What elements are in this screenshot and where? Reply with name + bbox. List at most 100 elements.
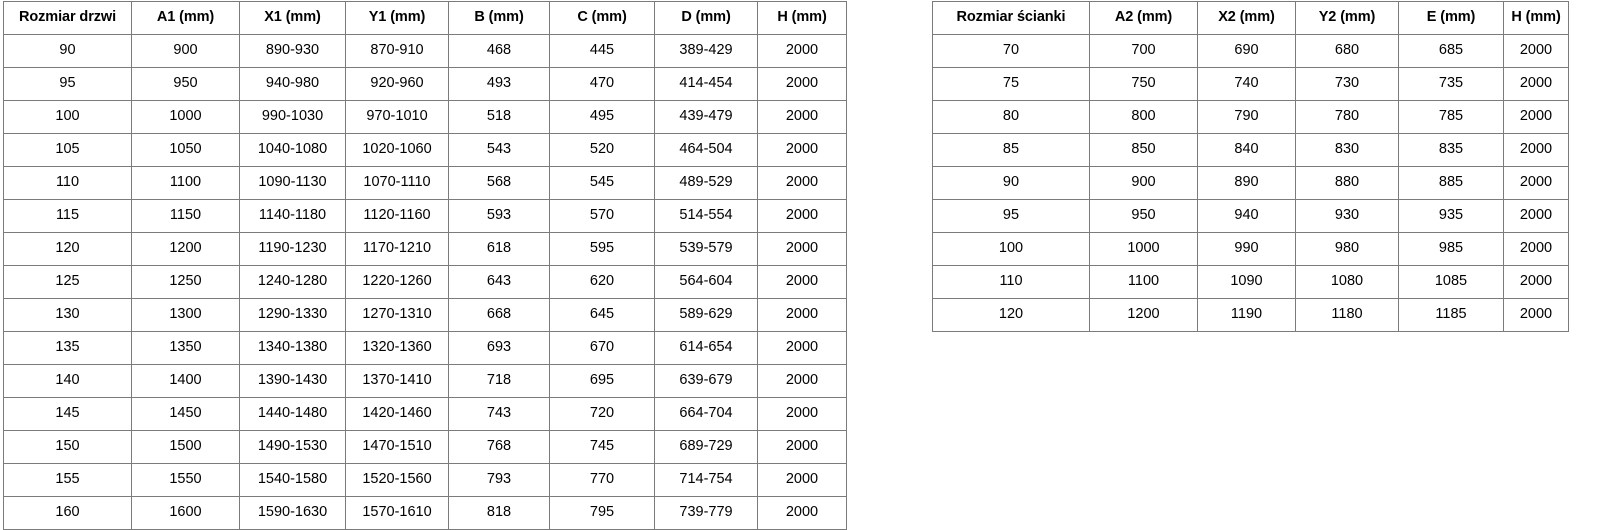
table-cell: 1600: [131, 496, 240, 530]
table-row: 95 950 940 930 935 2000: [932, 199, 1569, 233]
door-size-cell: 110: [3, 166, 132, 200]
table-cell: 870-910: [345, 34, 449, 68]
table-cell: 489-529: [654, 166, 758, 200]
door-size-cell: 115: [3, 199, 132, 233]
table-cell: 2000: [757, 397, 847, 431]
table-cell: 718: [448, 364, 550, 398]
table-cell: 980: [1295, 232, 1399, 266]
table-cell: 818: [448, 496, 550, 530]
table-cell: 2000: [757, 265, 847, 299]
table-cell: 2000: [757, 430, 847, 464]
table-cell: 2000: [1503, 67, 1569, 101]
table-cell: 2000: [757, 199, 847, 233]
table-cell: 414-454: [654, 67, 758, 101]
wall-size-cell: 95: [932, 199, 1090, 233]
table-row: 105 1050 1040-1080 1020-1060 543 520 464-504 20…: [3, 133, 847, 167]
table-row: 135 1350 1340-1380 1320-1360 693 670 614-654 20…: [3, 331, 847, 365]
table-cell: 2000: [757, 496, 847, 530]
door-column-header-2: X1 (mm): [239, 1, 346, 35]
table-cell: 2000: [757, 166, 847, 200]
table-cell: 2000: [757, 34, 847, 68]
table-cell: 970-1010: [345, 100, 449, 134]
table-cell: 1490-1530: [239, 430, 346, 464]
door-column-header-5: C (mm): [549, 1, 655, 35]
table-cell: 570: [549, 199, 655, 233]
table-cell: 545: [549, 166, 655, 200]
table-cell: 2000: [1503, 100, 1569, 134]
table-cell: 935: [1398, 199, 1504, 233]
table-cell: 695: [549, 364, 655, 398]
table-cell: 1340-1380: [239, 331, 346, 365]
table-cell: 2000: [757, 364, 847, 398]
table-cell: 830: [1295, 133, 1399, 167]
door-column-header-4: B (mm): [448, 1, 550, 35]
table-cell: 685: [1398, 34, 1504, 68]
table-cell: 564-604: [654, 265, 758, 299]
table-cell: 1100: [131, 166, 240, 200]
table-cell: 1150: [131, 199, 240, 233]
table-cell: 1420-1460: [345, 397, 449, 431]
table-row: 160 1600 1590-1630 1570-1610 818 795 739-779 20…: [3, 496, 847, 530]
table-cell: 780: [1295, 100, 1399, 134]
table-cell: 720: [549, 397, 655, 431]
table-cell: 940: [1197, 199, 1296, 233]
table-cell: 740: [1197, 67, 1296, 101]
door-size-cell: 150: [3, 430, 132, 464]
table-cell: 470: [549, 67, 655, 101]
table-cell: 1200: [1089, 298, 1198, 332]
table-cell: 885: [1398, 166, 1504, 200]
table-cell: 1450: [131, 397, 240, 431]
table-cell: 543: [448, 133, 550, 167]
door-size-cell: 145: [3, 397, 132, 431]
table-cell: 595: [549, 232, 655, 266]
table-cell: 2000: [757, 133, 847, 167]
table-cell: 1040-1080: [239, 133, 346, 167]
wall-column-header-5: H (mm): [1503, 1, 1569, 35]
table-cell: 1590-1630: [239, 496, 346, 530]
table-row: 95 950 940-980 920-960 493 470 414-454 2000: [3, 67, 847, 101]
door-size-cell: 125: [3, 265, 132, 299]
table-cell: 1300: [131, 298, 240, 332]
table-cell: 2000: [1503, 232, 1569, 266]
table-cell: 670: [549, 331, 655, 365]
table-cell: 1550: [131, 463, 240, 497]
table-row: 120 1200 1190-1230 1170-1210 618 595 539-579 20…: [3, 232, 847, 266]
door-column-header-7: H (mm): [757, 1, 847, 35]
table-cell: 1140-1180: [239, 199, 346, 233]
table-cell: 1190: [1197, 298, 1296, 332]
table-cell: 495: [549, 100, 655, 134]
door-size-cell: 120: [3, 232, 132, 266]
table-cell: 518: [448, 100, 550, 134]
table-cell: 643: [448, 265, 550, 299]
wall-size-cell: 90: [932, 166, 1090, 200]
table-cell: 464-504: [654, 133, 758, 167]
table-cell: 1540-1580: [239, 463, 346, 497]
door-size-cell: 95: [3, 67, 132, 101]
table-cell: 795: [549, 496, 655, 530]
table-cell: 439-479: [654, 100, 758, 134]
wall-size-cell: 70: [932, 34, 1090, 68]
table-cell: 539-579: [654, 232, 758, 266]
table-cell: 1000: [1089, 232, 1198, 266]
table-cell: 2000: [757, 100, 847, 134]
door-size-cell: 160: [3, 496, 132, 530]
table-cell: 1170-1210: [345, 232, 449, 266]
table-cell: 1270-1310: [345, 298, 449, 332]
wall-table-header: Rozmiar ścianki A2 (mm) X2 (mm) Y2 (mm) E (m…: [932, 1, 1569, 35]
table-cell: 745: [549, 430, 655, 464]
table-cell: 739-779: [654, 496, 758, 530]
table-cell: 1320-1360: [345, 331, 449, 365]
table-cell: 639-679: [654, 364, 758, 398]
table-cell: 793: [448, 463, 550, 497]
door-dimensions-table: Rozmiar drzwi A1 (mm) X1 (mm) Y1 (mm) B (mm)…: [3, 1, 847, 530]
table-cell: 2000: [1503, 199, 1569, 233]
table-cell: 714-754: [654, 463, 758, 497]
wall-dimensions-table: Rozmiar ścianki A2 (mm) X2 (mm) Y2 (mm) E (m…: [932, 1, 1569, 332]
table-row: 115 1150 1140-1180 1120-1160 593 570 514-554 20…: [3, 199, 847, 233]
table-row: 80 800 790 780 785 2000: [932, 100, 1569, 134]
table-cell: 1185: [1398, 298, 1504, 332]
table-cell: 690: [1197, 34, 1296, 68]
table-row: 110 1100 1090 1080 1085 2000: [932, 265, 1569, 299]
table-cell: 1220-1260: [345, 265, 449, 299]
table-cell: 800: [1089, 100, 1198, 134]
